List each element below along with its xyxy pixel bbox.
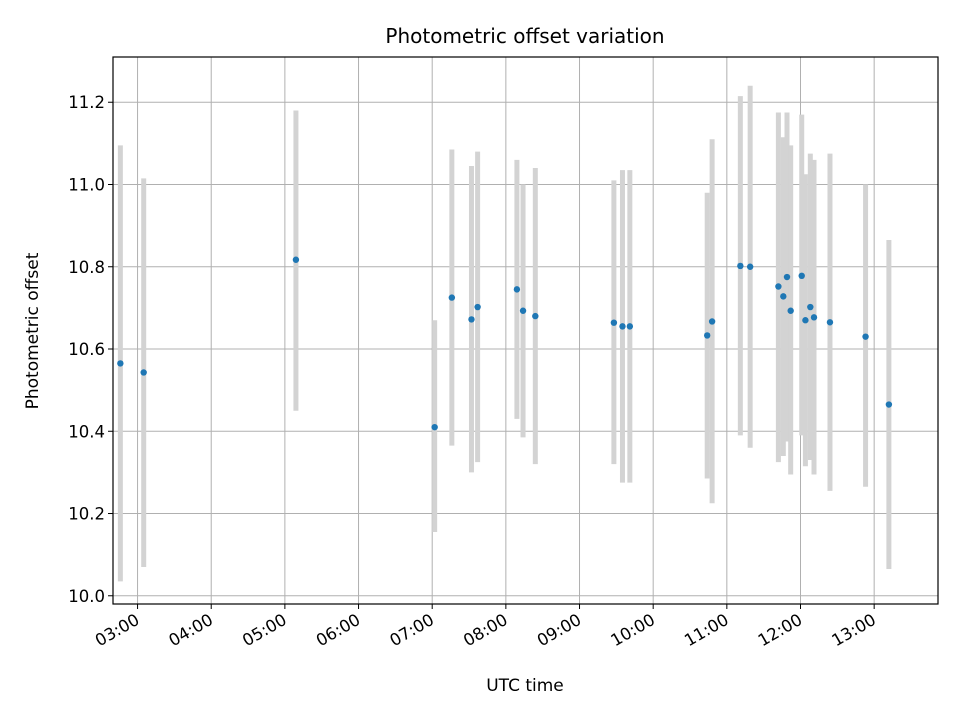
data-point: [885, 401, 893, 408]
data-point: [798, 272, 805, 279]
data-point: [513, 286, 521, 293]
y-tick-label: 11.0: [68, 175, 105, 194]
x-axis-label: UTC time: [486, 676, 564, 696]
y-axis-label: Photometric offset: [23, 252, 43, 409]
data-point: [826, 319, 834, 326]
data-point: [708, 318, 716, 325]
data-point: [703, 332, 711, 339]
data-point: [468, 316, 475, 323]
y-tick-label: 11.2: [68, 93, 105, 112]
y-axis-ticks: 10.0 10.2 10.4 10.6 10.8 11.0 11.2: [68, 93, 113, 606]
y-tick-label: 10.2: [68, 505, 105, 524]
data-point: [626, 323, 634, 330]
data-point: [807, 303, 814, 311]
y-tick-label: 10.0: [68, 587, 105, 606]
data-point: [810, 314, 818, 321]
data-points: [117, 256, 893, 431]
data-point: [802, 317, 809, 324]
data-point: [783, 273, 791, 281]
y-tick-label: 10.8: [68, 258, 105, 277]
y-tick-label: 10.4: [68, 422, 105, 441]
data-point: [474, 303, 481, 311]
data-point: [780, 293, 787, 300]
data-point: [448, 294, 456, 301]
y-tick-label: 10.6: [68, 340, 105, 359]
data-point: [775, 283, 782, 290]
data-point: [619, 323, 626, 330]
data-point: [292, 256, 300, 263]
data-point: [862, 333, 869, 340]
data-point: [746, 263, 754, 270]
data-point: [737, 262, 744, 270]
data-point: [117, 360, 124, 367]
data-point: [140, 369, 147, 376]
data-point: [431, 423, 438, 431]
data-point: [532, 312, 539, 320]
plot-frame: [112, 56, 939, 605]
chart-title: Photometric offset variation: [385, 24, 664, 48]
data-point: [610, 319, 618, 326]
data-point: [787, 307, 794, 314]
data-point: [519, 307, 527, 314]
